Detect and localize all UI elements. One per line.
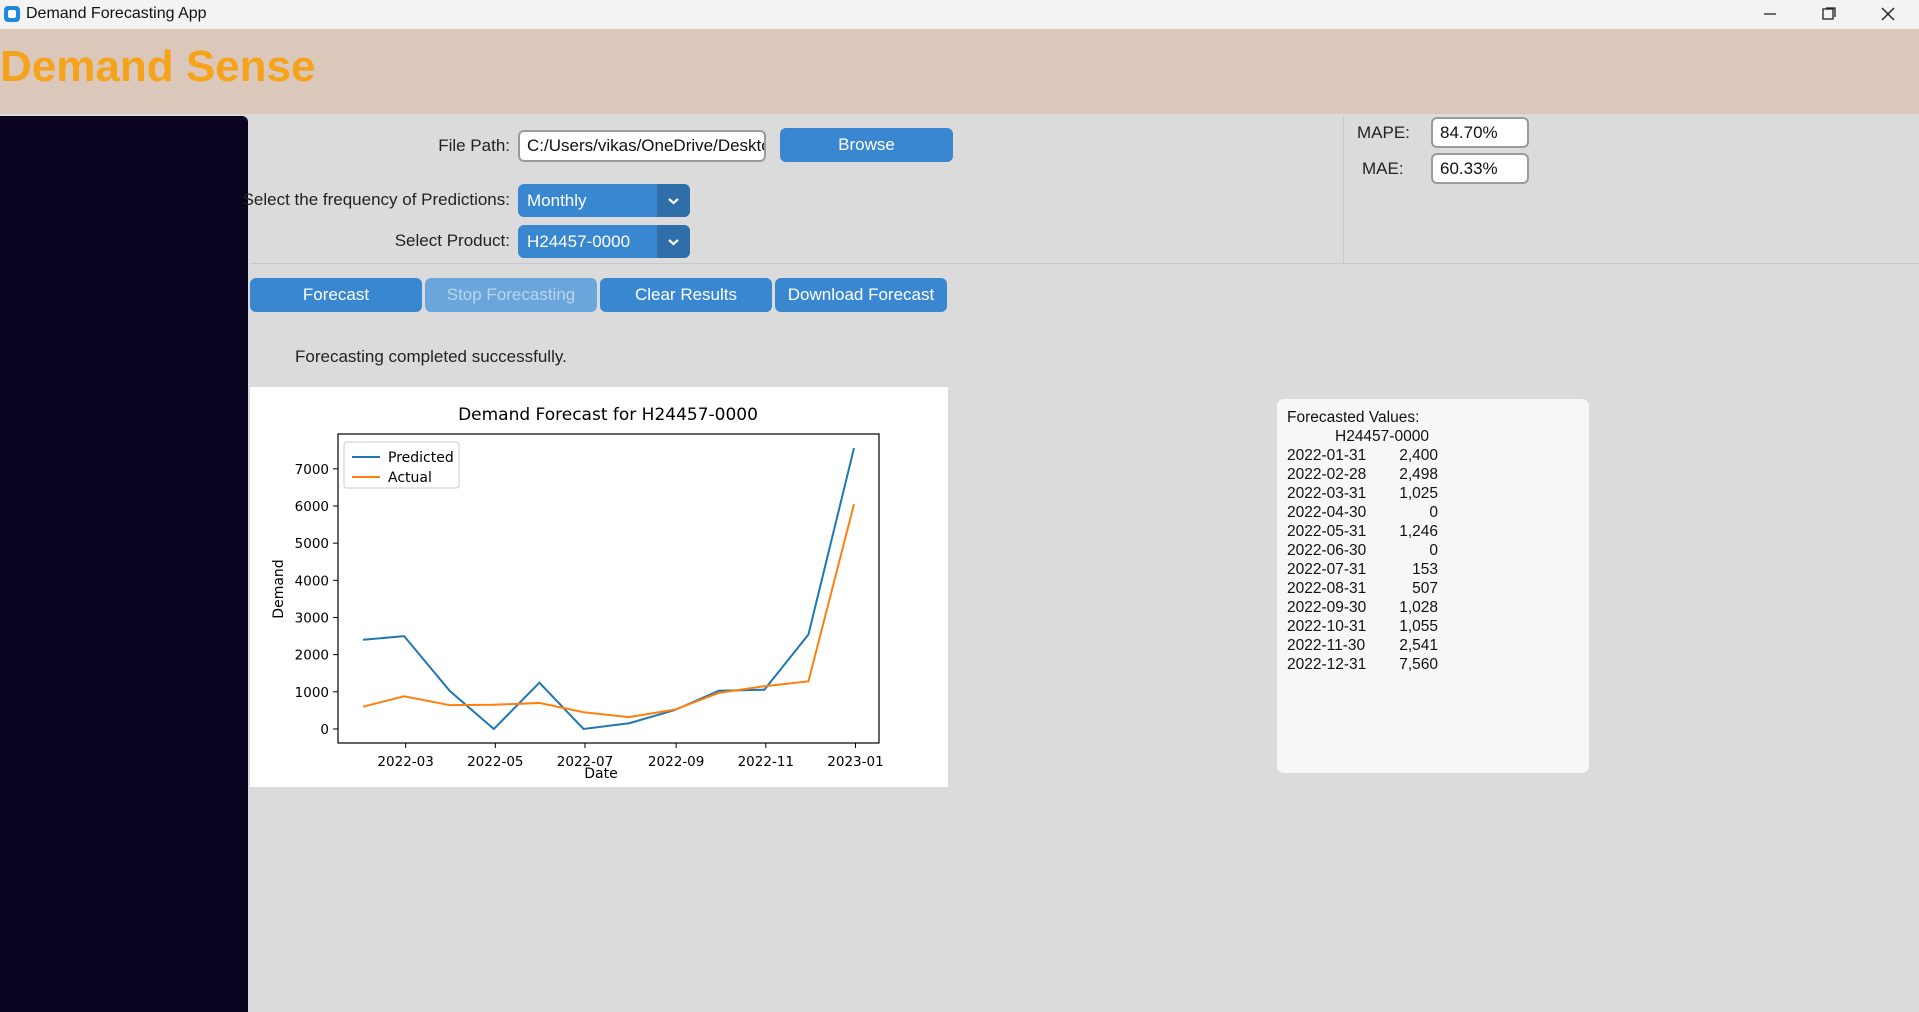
title-bar: Demand Forecasting App [0,0,1919,29]
x-tick-label: 2022-05 [467,754,523,770]
y-axis-label: Demand [271,559,287,618]
y-tick-label: 7000 [295,462,329,478]
forecast-value: 7,560 [1399,656,1438,673]
forecast-date: 2022-11-30 [1287,637,1366,654]
browse-button[interactable]: Browse [780,128,953,162]
forecast-date: 2022-03-31 [1287,485,1367,502]
forecast-value: 1,025 [1399,485,1438,502]
forecast-date: 2022-01-31 [1287,447,1367,464]
product-label: Select Product: [394,231,510,250]
x-tick-label: 2022-03 [377,754,433,770]
y-tick-label: 1000 [295,685,329,701]
forecast-date: 2022-06-30 [1287,542,1367,559]
app-icon [4,6,20,22]
file-path-input[interactable]: C:/Users/vikas/OneDrive/Desktop [518,130,766,162]
clear-button[interactable]: Clear Results [600,278,772,312]
frequency-dropdown[interactable]: Monthly [518,184,690,217]
window-title: Demand Forecasting App [26,5,207,22]
forecast-value: 0 [1429,504,1438,521]
forecast-value: 2,400 [1399,447,1438,464]
forecast-date: 2022-07-31 [1287,561,1367,578]
forecast-date: 2022-05-31 [1287,523,1367,540]
file-path-label: File Path: [438,136,510,155]
dropdown-arrow[interactable] [657,225,690,258]
chart-title: Demand Forecast for H24457-0000 [458,405,758,425]
x-axis-label: Date [584,766,617,782]
forecast-value: 2,498 [1399,466,1438,483]
window-controls[interactable] [1750,0,1919,29]
forecast-button[interactable]: Forecast [250,278,422,312]
y-tick-label: 0 [320,722,329,738]
product-dropdown[interactable]: H24457-0000 [518,225,690,258]
panel-column: H24457-0000 [1335,428,1429,445]
forecast-value: 1,055 [1399,618,1438,635]
plot-frame [337,433,880,744]
x-tick-label: 2022-11 [738,754,794,770]
sidebar [0,116,248,1012]
forecast-value: 0 [1429,542,1438,559]
app-title: Demand Sense [0,42,316,91]
x-tick-label: 2022-09 [648,754,704,770]
forecast-value: 2,541 [1399,637,1438,654]
status-message: Forecasting completed successfully. [295,347,567,366]
forecast-date: 2022-10-31 [1287,618,1367,635]
download-button[interactable]: Download Forecast [775,278,947,312]
y-tick-label: 4000 [295,573,329,589]
forecast-date: 2022-04-30 [1287,504,1367,521]
divider [1343,116,1344,263]
y-tick-label: 3000 [295,610,329,626]
metric-label: MAPE: [1357,123,1410,142]
product-value: H24457-0000 [527,232,631,251]
chart: Demand Forecast for H24457-0000 Date Dem… [250,387,948,787]
forecast-value: 1,246 [1399,523,1438,540]
metric-value[interactable]: 60.33% [1431,153,1529,184]
frequency-value: Monthly [527,191,587,210]
series-line [362,503,855,719]
forecast-value: 153 [1412,561,1438,578]
x-tick-label: 2023-01 [827,754,883,770]
legend-label: Predicted [388,450,454,466]
forecast-date: 2022-02-28 [1287,466,1367,483]
header: Demand Sense [0,29,1919,114]
dropdown-arrow[interactable] [657,184,690,217]
forecast-date: 2022-09-30 [1287,599,1367,616]
legend-label: Actual [388,470,432,486]
frequency-label: Select the frequency of Predictions: [242,190,510,209]
forecast-date: 2022-12-31 [1287,656,1367,673]
divider [250,263,1919,264]
metric-label: MAE: [1362,159,1404,178]
forecast-value: 507 [1412,580,1438,597]
stop-button[interactable]: Stop Forecasting [425,278,597,312]
forecast-date: 2022-08-31 [1287,580,1367,597]
x-tick-label: 2022-07 [557,754,613,770]
series-line [362,447,855,731]
y-tick-label: 5000 [295,536,329,552]
metric-value[interactable]: 84.70% [1431,117,1529,148]
panel-title: Forecasted Values: [1287,409,1420,426]
y-tick-label: 2000 [295,648,329,664]
forecast-value: 1,028 [1399,599,1438,616]
forecast-panel: Forecasted Values: H24457-0000 2022-01-3… [1277,399,1589,773]
y-tick-label: 6000 [295,499,329,515]
